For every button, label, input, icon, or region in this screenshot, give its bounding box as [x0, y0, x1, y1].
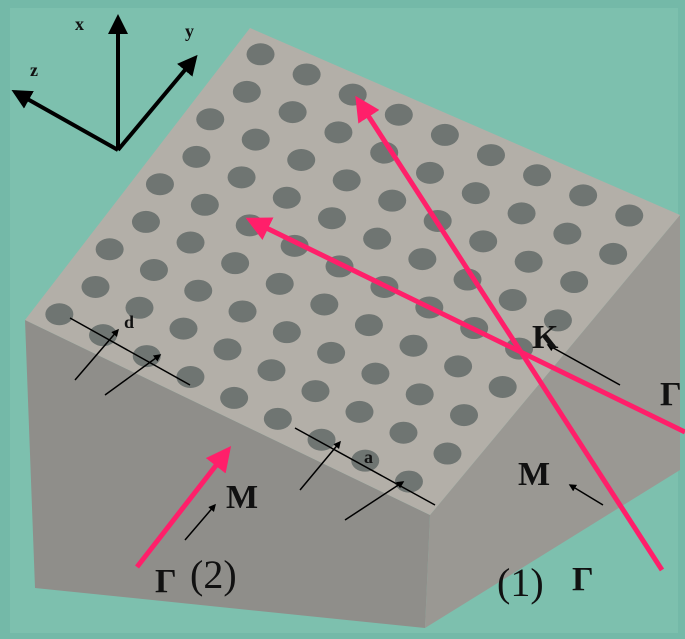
hole — [264, 408, 292, 430]
hole — [400, 335, 428, 357]
hole — [169, 318, 197, 340]
hole — [385, 104, 413, 126]
hole — [345, 401, 373, 423]
hole — [333, 169, 361, 191]
dimension-label: d — [124, 312, 134, 332]
beam-label: (2) — [190, 552, 237, 597]
hole — [361, 363, 389, 385]
point-label: Γ — [660, 376, 682, 413]
hole — [96, 238, 124, 260]
point-label: K — [532, 319, 559, 356]
hole — [184, 280, 212, 302]
hole — [408, 248, 436, 270]
hole — [560, 271, 588, 293]
hole — [287, 149, 315, 171]
hole — [553, 223, 581, 245]
photo: x y z d a K Γ M (1) Γ M Γ (2) — [0, 0, 685, 639]
beam-label: (1) — [497, 560, 544, 605]
hole — [45, 303, 73, 325]
hole — [489, 376, 517, 398]
point-label: Γ — [572, 561, 594, 598]
hole — [242, 129, 270, 151]
hole — [318, 207, 346, 229]
hole — [257, 359, 285, 381]
hole — [499, 289, 527, 311]
hole — [229, 300, 257, 322]
hole — [220, 387, 248, 409]
hole — [191, 194, 219, 216]
axis-label: x — [75, 14, 84, 34]
hole — [221, 252, 249, 274]
axis-label: z — [30, 60, 38, 80]
hole — [450, 404, 478, 426]
point-label: Γ — [155, 563, 177, 600]
hole — [140, 259, 168, 281]
hole — [599, 243, 627, 265]
hole — [433, 443, 461, 465]
hole — [355, 314, 383, 336]
hole — [228, 166, 256, 188]
hole — [378, 190, 406, 212]
hole — [444, 355, 472, 377]
hole — [324, 121, 352, 143]
hole — [176, 366, 204, 388]
hole — [569, 184, 597, 206]
hole — [293, 63, 321, 85]
hole — [301, 380, 329, 402]
hole — [310, 293, 338, 315]
hole — [477, 144, 505, 166]
hole — [515, 251, 543, 273]
hole — [273, 187, 301, 209]
hole — [146, 173, 174, 195]
hole — [177, 232, 205, 254]
hole — [213, 338, 241, 360]
hole — [431, 124, 459, 146]
hole — [508, 202, 536, 224]
point-label: M — [226, 479, 258, 516]
hole — [233, 81, 261, 103]
hole — [615, 205, 643, 227]
hole — [416, 162, 444, 184]
hole — [247, 43, 275, 65]
hole — [317, 342, 345, 364]
dimension-label: a — [364, 447, 373, 467]
hole — [389, 422, 417, 444]
hole — [406, 383, 434, 405]
hole — [273, 321, 301, 343]
hole — [395, 471, 423, 493]
hole — [469, 230, 497, 252]
point-label: M — [518, 456, 550, 493]
hole — [462, 182, 490, 204]
hole — [339, 84, 367, 106]
hole — [182, 146, 210, 168]
hole — [196, 108, 224, 130]
hole — [523, 164, 551, 186]
hole — [279, 101, 307, 123]
hole — [266, 273, 294, 295]
hole — [132, 211, 160, 233]
axis-label: y — [185, 21, 194, 41]
hole — [363, 228, 391, 250]
hole — [81, 276, 109, 298]
